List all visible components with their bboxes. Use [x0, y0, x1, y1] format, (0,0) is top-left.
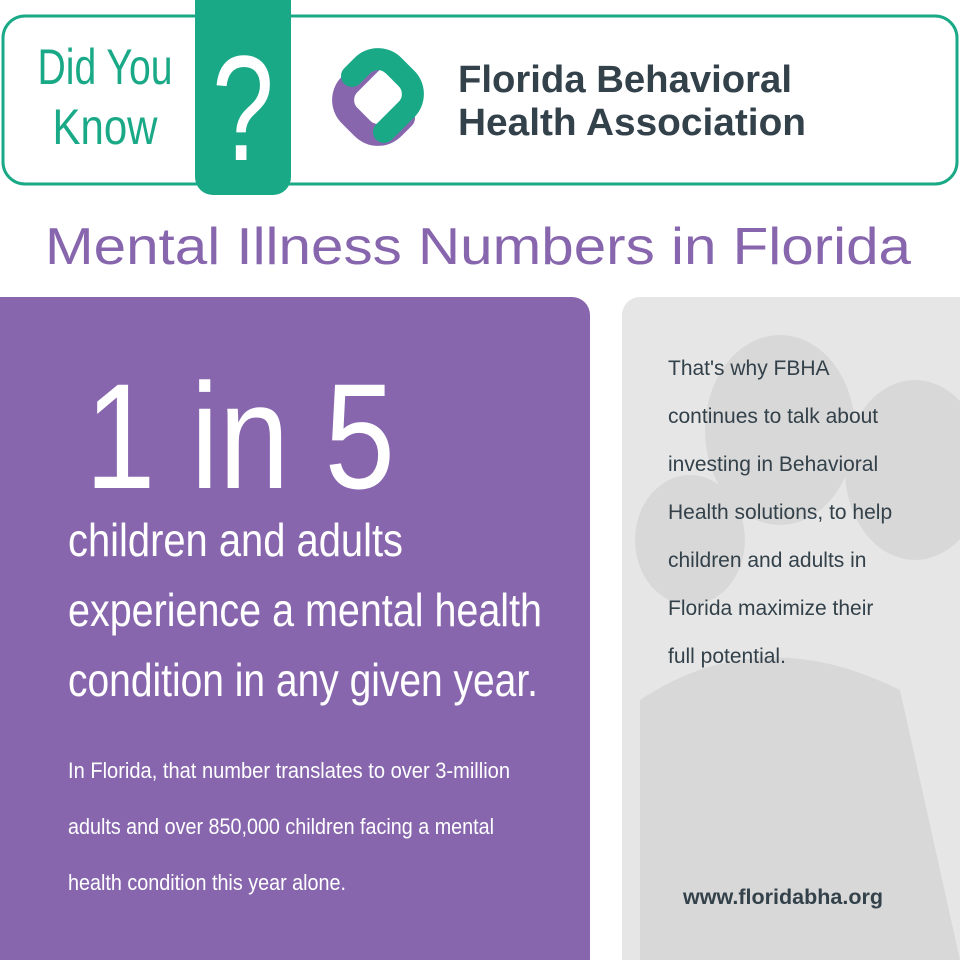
title: Mental Illness Numbers in Florida: [45, 218, 911, 276]
statement-line: condition in any given year.: [68, 654, 538, 706]
question-badge: [195, 0, 291, 195]
message-line: investing in Behavioral: [668, 453, 878, 476]
org-name: Health Association: [458, 102, 806, 144]
side-text: That's why FBHA continues to talk about in…: [668, 357, 892, 668]
message-line: children and adults in: [668, 549, 866, 572]
headline: 1 in 5: [85, 352, 395, 520]
logo: [332, 48, 424, 146]
statement-line: experience a mental health: [68, 584, 542, 636]
detail-line: health condition this year alone.: [68, 870, 346, 895]
message-line: That's why FBHA: [668, 357, 830, 380]
detail-line: In Florida, that number translates to ov…: [68, 758, 510, 783]
message-line: continues to talk about: [668, 405, 878, 428]
badge-text: Did You: [38, 39, 173, 95]
statement-line: children and adults: [68, 514, 403, 566]
stat-panel: [0, 297, 590, 960]
message-line: Florida maximize their: [668, 597, 873, 620]
badge-text: Know: [53, 99, 159, 155]
url: www.floridabha.org: [682, 886, 883, 909]
question-mark: ?: [212, 24, 274, 192]
message-line: Health solutions, to help: [668, 501, 892, 524]
detail-line: adults and over 850,000 children facing …: [68, 814, 494, 839]
photo-shapes: [635, 335, 960, 960]
org-name: Florida Behavioral: [458, 59, 792, 101]
message-line: full potential.: [668, 645, 786, 668]
